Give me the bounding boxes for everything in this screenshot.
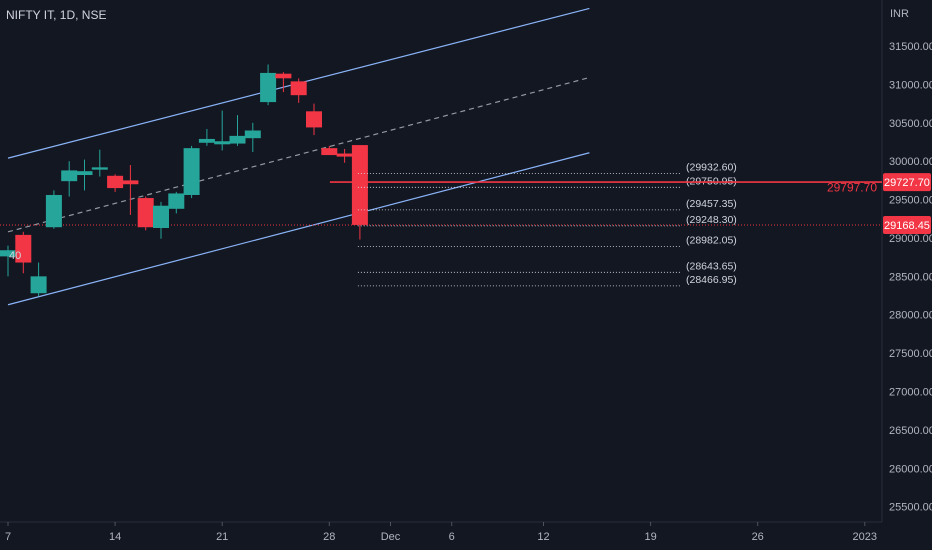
level-label: (28982.05)	[686, 234, 737, 246]
x-tick-label: 2023	[853, 531, 877, 543]
candle-body	[122, 180, 139, 185]
y-tick-label: 31000.00	[889, 79, 932, 91]
y-tick-label: 26000.00	[889, 463, 932, 475]
chart-title: NIFTY IT, 1D, NSE	[6, 8, 107, 22]
candle-body	[183, 148, 200, 195]
x-tick-label: 14	[109, 531, 121, 543]
level-label: (29457.35)	[686, 198, 737, 210]
candle-body	[15, 234, 32, 263]
candle-body	[214, 141, 231, 145]
candle-body	[275, 73, 292, 79]
partial-label: 40	[9, 250, 21, 262]
price-tag-label: 29727.70	[884, 177, 930, 189]
price-tag	[883, 216, 931, 235]
candle-body	[30, 276, 47, 294]
candle-body	[290, 81, 307, 96]
level-label: (28643.65)	[686, 260, 737, 272]
y-tick-label: 28500.00	[889, 271, 932, 283]
x-tick-label: 19	[644, 531, 656, 543]
y-tick-label: 30500.00	[889, 118, 932, 130]
annotation-label: 29797.70	[827, 181, 877, 195]
y-tick-label: 29000.00	[889, 233, 932, 245]
price-tag	[883, 173, 931, 192]
currency-label: INR	[890, 8, 909, 20]
level-label: (28466.95)	[686, 274, 737, 286]
candle-body	[91, 167, 108, 170]
x-tick-label: Dec	[381, 531, 401, 543]
candle-body	[107, 175, 124, 189]
candle-body	[0, 250, 16, 257]
candle-body	[45, 194, 62, 228]
price-tag-label: 29168.45	[884, 220, 930, 232]
y-tick-label: 30000.00	[889, 156, 932, 168]
candle-body	[260, 72, 277, 103]
candle-body	[168, 193, 185, 209]
candle-body	[198, 138, 215, 143]
level-label: (29932.60)	[686, 161, 737, 173]
candle-body	[137, 198, 154, 228]
y-tick-label: 27500.00	[889, 348, 932, 360]
candle-body	[351, 145, 368, 225]
candle-body	[153, 205, 169, 228]
candle-body	[61, 170, 78, 182]
candle-body	[76, 171, 93, 176]
y-tick-label: 31500.00	[889, 41, 932, 53]
candles-group	[0, 64, 368, 297]
channel-middle-line	[7, 76, 590, 233]
y-tick-label: 27000.00	[889, 387, 932, 399]
candle-body	[244, 130, 261, 139]
channel-lower-line	[7, 152, 590, 306]
candle-body	[229, 135, 246, 144]
candle-body	[321, 148, 338, 156]
x-tick-label: 6	[449, 531, 455, 543]
y-tick-label: 29500.00	[889, 195, 932, 207]
y-tick-label: 25500.00	[889, 502, 932, 514]
y-tick-label: 26500.00	[889, 425, 932, 437]
candle-body	[336, 153, 353, 157]
level-label: (29248.30)	[686, 214, 737, 226]
x-tick-label: 28	[323, 531, 335, 543]
x-tick-label: 12	[537, 531, 549, 543]
y-tick-label: 28000.00	[889, 310, 932, 322]
x-tick-label: 26	[752, 531, 764, 543]
candle-body	[306, 111, 322, 128]
x-tick-label: 7	[5, 531, 11, 543]
x-tick-label: 21	[216, 531, 228, 543]
